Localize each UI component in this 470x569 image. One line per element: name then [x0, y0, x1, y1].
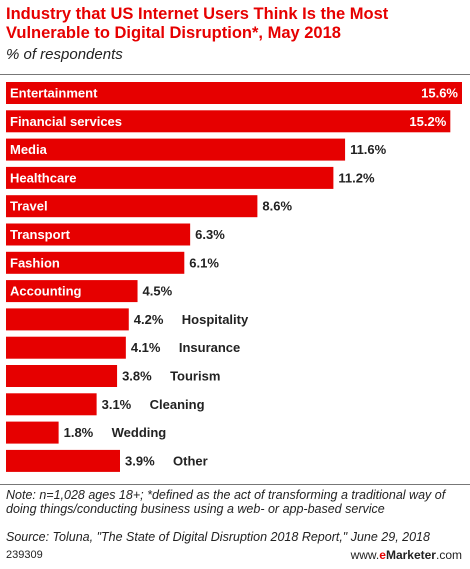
bar-tourism: [6, 365, 118, 387]
category-label: Financial services: [10, 114, 122, 129]
category-label: Healthcare: [10, 170, 76, 185]
category-label: Other: [173, 453, 208, 468]
category-label: Fashion: [10, 255, 60, 270]
category-label: Wedding: [112, 425, 167, 440]
bar-healthcare: [6, 166, 334, 189]
category-label: Entertainment: [10, 86, 98, 101]
chart-title: Industry that US Internet Users Think Is…: [6, 5, 389, 42]
bar-fashion: [6, 251, 185, 274]
brand-prefix: www.: [350, 548, 380, 562]
category-label: Insurance: [179, 340, 240, 355]
value-label: 3.8%: [122, 369, 152, 384]
value-label: 4.2%: [134, 312, 164, 327]
footer-note: Note: n=1,028 ages 18+; *defined as the …: [6, 488, 446, 516]
value-label: 15.6%: [421, 86, 458, 101]
brand-suffix: .com: [435, 548, 462, 562]
bar-insurance: [6, 336, 126, 359]
value-label: 3.9%: [125, 453, 155, 468]
brand-e: e: [379, 548, 386, 562]
bar-hospitality: [6, 308, 129, 331]
value-label: 6.3%: [195, 227, 225, 242]
bar-chart: Entertainment 15.6% Financial services 15.2…: [6, 82, 462, 472]
category-label: Tourism: [170, 369, 220, 384]
value-label: 15.2%: [409, 114, 446, 129]
top-divider: [0, 74, 470, 75]
footer-source: Source: Toluna, "The State of Digital Di…: [6, 530, 430, 544]
bar-entertainment: [6, 82, 462, 104]
brand-logo: www.eMarketer.com: [351, 548, 462, 562]
value-label: 11.6%: [350, 142, 387, 157]
category-label: Hospitality: [182, 312, 249, 327]
value-label: 6.1%: [189, 255, 219, 270]
category-label: Media: [10, 142, 48, 157]
bar-financial-services: [6, 110, 451, 133]
bar-transport: [6, 223, 191, 246]
value-label: 4.1%: [131, 340, 161, 355]
value-label: 8.6%: [262, 199, 292, 214]
bar-accounting: [6, 280, 138, 303]
bar-travel: [6, 195, 258, 218]
value-label: 4.5%: [143, 284, 173, 299]
brand-name: Marketer: [385, 548, 436, 562]
bar-wedding: [6, 421, 59, 444]
value-label: 3.1%: [102, 397, 132, 412]
category-label: Travel: [10, 199, 48, 214]
chart-id: 239309: [6, 549, 43, 561]
bar-media: [6, 138, 346, 161]
bar-other: [6, 449, 120, 472]
value-label: 11.2%: [338, 170, 375, 185]
value-label: 1.8%: [64, 425, 94, 440]
category-label: Cleaning: [150, 397, 205, 412]
bar-cleaning: [6, 393, 97, 416]
category-label: Accounting: [10, 284, 82, 299]
category-label: Transport: [10, 227, 71, 242]
bottom-divider: [0, 484, 470, 485]
chart-subtitle: % of respondents: [6, 46, 123, 63]
